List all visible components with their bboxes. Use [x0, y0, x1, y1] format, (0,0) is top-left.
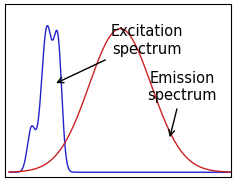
- Text: Emission
spectrum: Emission spectrum: [148, 71, 217, 136]
- Text: Excitation
spectrum: Excitation spectrum: [58, 24, 183, 83]
